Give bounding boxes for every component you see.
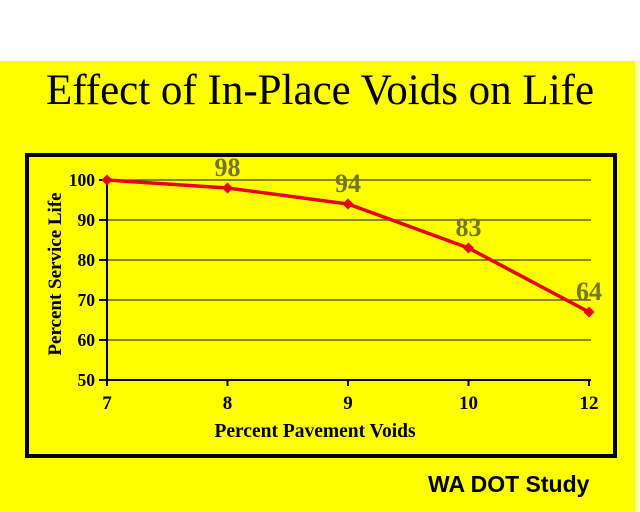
data-label-83: 83 [456,213,482,242]
y-tick-label-80: 80 [78,250,96,270]
x-axis-title: Percent Pavement Voids [214,421,416,442]
x-tick-label-7: 7 [102,393,112,414]
slide-right-edge-artifact [635,61,640,512]
chart-canvas: 100 90 80 70 60 50 7 8 9 10 12 Percent Pavement Voi… [25,153,617,458]
data-point-12 [583,306,595,318]
x-tick-label-10: 10 [459,393,478,414]
y-tick-label-60: 60 [78,330,96,350]
y-tick-label-50: 50 [78,370,96,390]
x-tick-label-9: 9 [343,393,353,414]
data-point-8 [222,182,233,194]
data-point-10 [463,242,474,254]
y-axis-title: Percent Service Life [45,192,66,355]
y-tick-label-100: 100 [69,170,96,190]
x-tick-label-8: 8 [223,393,233,414]
data-label-98: 98 [215,153,241,182]
data-point-9 [342,198,354,210]
slide-title: Effect of In-Place Voids on Life [45,67,595,114]
study-source-label: WA DOT Study [428,471,590,497]
data-point-7 [101,174,113,186]
data-label-64: 64 [576,277,602,306]
y-tick-label-90: 90 [78,210,96,230]
voids-life-chart: 100 90 80 70 60 50 7 8 9 10 12 Percent Pavement Voi… [25,153,617,458]
y-tick-label-70: 70 [78,290,96,310]
data-label-94: 94 [335,169,361,198]
chart-frame-border [25,153,617,458]
x-tick-label-12: 12 [580,393,599,414]
